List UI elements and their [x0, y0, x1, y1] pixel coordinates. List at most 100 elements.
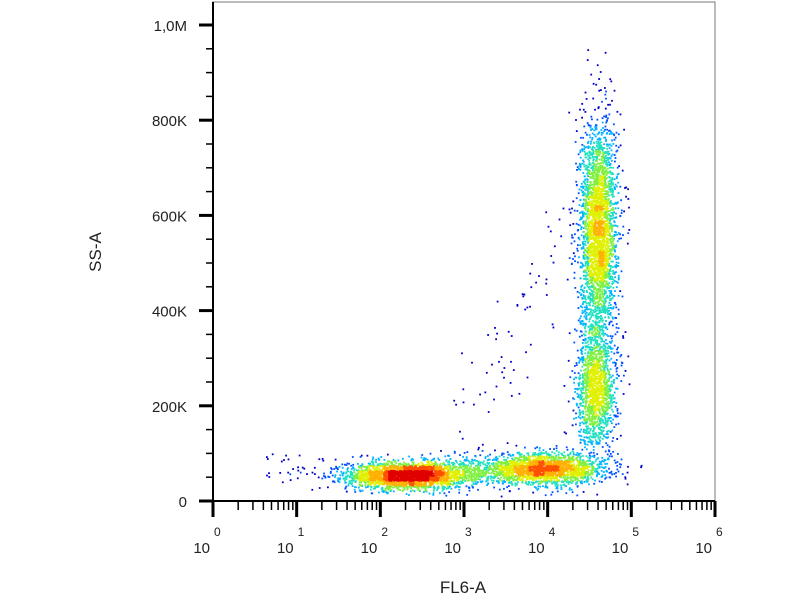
event-dot — [587, 49, 590, 51]
event-dot — [610, 166, 612, 169]
event-dot — [590, 140, 592, 143]
event-dot — [587, 142, 589, 144]
event-dot — [561, 452, 563, 455]
event-dot — [594, 339, 597, 342]
event-dot — [604, 376, 606, 379]
event-dot — [587, 207, 589, 210]
event-dot — [529, 455, 532, 458]
event-dot — [544, 458, 547, 461]
event-dot — [602, 127, 604, 129]
event-dot — [601, 415, 604, 418]
event-dot — [510, 476, 513, 479]
event-dot — [608, 184, 610, 186]
event-dot — [368, 468, 370, 471]
event-dot — [588, 329, 591, 332]
event-dot — [589, 439, 592, 441]
event-dot — [598, 319, 601, 322]
event-dot — [602, 350, 605, 353]
event-dot — [581, 361, 584, 364]
event-dot — [606, 355, 608, 358]
event-dot — [591, 174, 594, 177]
event-dot — [584, 381, 587, 384]
event-dot — [612, 418, 614, 421]
event-dot — [609, 265, 612, 267]
event-dot — [577, 396, 580, 398]
event-dot — [617, 351, 620, 354]
event-dot — [596, 409, 598, 411]
event-dot — [374, 484, 376, 487]
event-dot — [588, 185, 591, 188]
event-dot — [608, 471, 611, 474]
event-dot — [606, 394, 609, 397]
event-dot — [604, 386, 607, 389]
event-dot — [587, 440, 590, 443]
event-dot — [580, 358, 583, 361]
event-dot — [589, 271, 592, 274]
event-dot — [588, 288, 591, 290]
event-dot — [612, 207, 614, 209]
event-dot — [486, 459, 489, 462]
event-dot — [591, 254, 594, 256]
event-dot — [584, 156, 587, 159]
event-dot — [604, 163, 607, 166]
event-dot — [607, 316, 610, 318]
event-dot — [583, 295, 585, 298]
event-dot — [593, 311, 596, 314]
event-dot — [554, 484, 557, 487]
event-dot — [583, 416, 586, 419]
event-dot — [580, 320, 583, 323]
event-dot — [614, 231, 616, 233]
event-dot — [520, 456, 522, 459]
event-dot — [585, 479, 588, 482]
event-dot — [376, 480, 379, 483]
event-dot — [612, 191, 614, 194]
event-dot — [351, 480, 354, 482]
event-dot — [615, 281, 618, 283]
event-dot — [583, 148, 585, 151]
event-dot — [620, 380, 623, 382]
event-dot — [616, 173, 619, 176]
event-dot — [502, 452, 505, 455]
event-dot — [610, 347, 613, 350]
event-dot — [482, 471, 485, 473]
event-dot — [587, 472, 590, 474]
event-dot — [584, 111, 587, 113]
event-dot — [537, 485, 540, 488]
event-dot — [472, 469, 475, 472]
event-dot — [591, 213, 594, 216]
event-dot — [598, 473, 600, 476]
event-dot — [368, 482, 371, 485]
event-dot — [598, 154, 600, 157]
event-dot — [582, 205, 585, 207]
event-dot — [583, 377, 586, 380]
event-dot — [584, 334, 586, 337]
event-dot — [422, 486, 425, 489]
event-dot — [596, 154, 599, 156]
event-dot — [596, 324, 599, 327]
event-dot — [586, 448, 588, 451]
event-dot — [563, 484, 566, 487]
event-dot — [592, 446, 595, 448]
event-dot — [584, 410, 587, 413]
event-dot — [589, 301, 592, 303]
event-dot — [582, 405, 584, 407]
event-dot — [595, 295, 598, 298]
event-dot — [584, 330, 587, 333]
event-dot — [583, 175, 586, 178]
event-dot — [447, 461, 449, 464]
event-dot — [602, 408, 604, 410]
event-dot — [602, 429, 605, 432]
event-dot — [584, 404, 587, 407]
event-dot — [584, 306, 586, 309]
event-dot — [508, 485, 510, 487]
event-dot — [576, 452, 579, 454]
event-dot — [575, 180, 578, 183]
event-dot — [455, 403, 457, 406]
event-dot — [502, 475, 505, 477]
event-dot — [458, 488, 461, 491]
event-dot — [607, 183, 610, 185]
event-dot — [574, 365, 576, 367]
event-dot — [578, 256, 580, 259]
event-dot — [610, 202, 613, 204]
event-dot — [468, 466, 471, 469]
